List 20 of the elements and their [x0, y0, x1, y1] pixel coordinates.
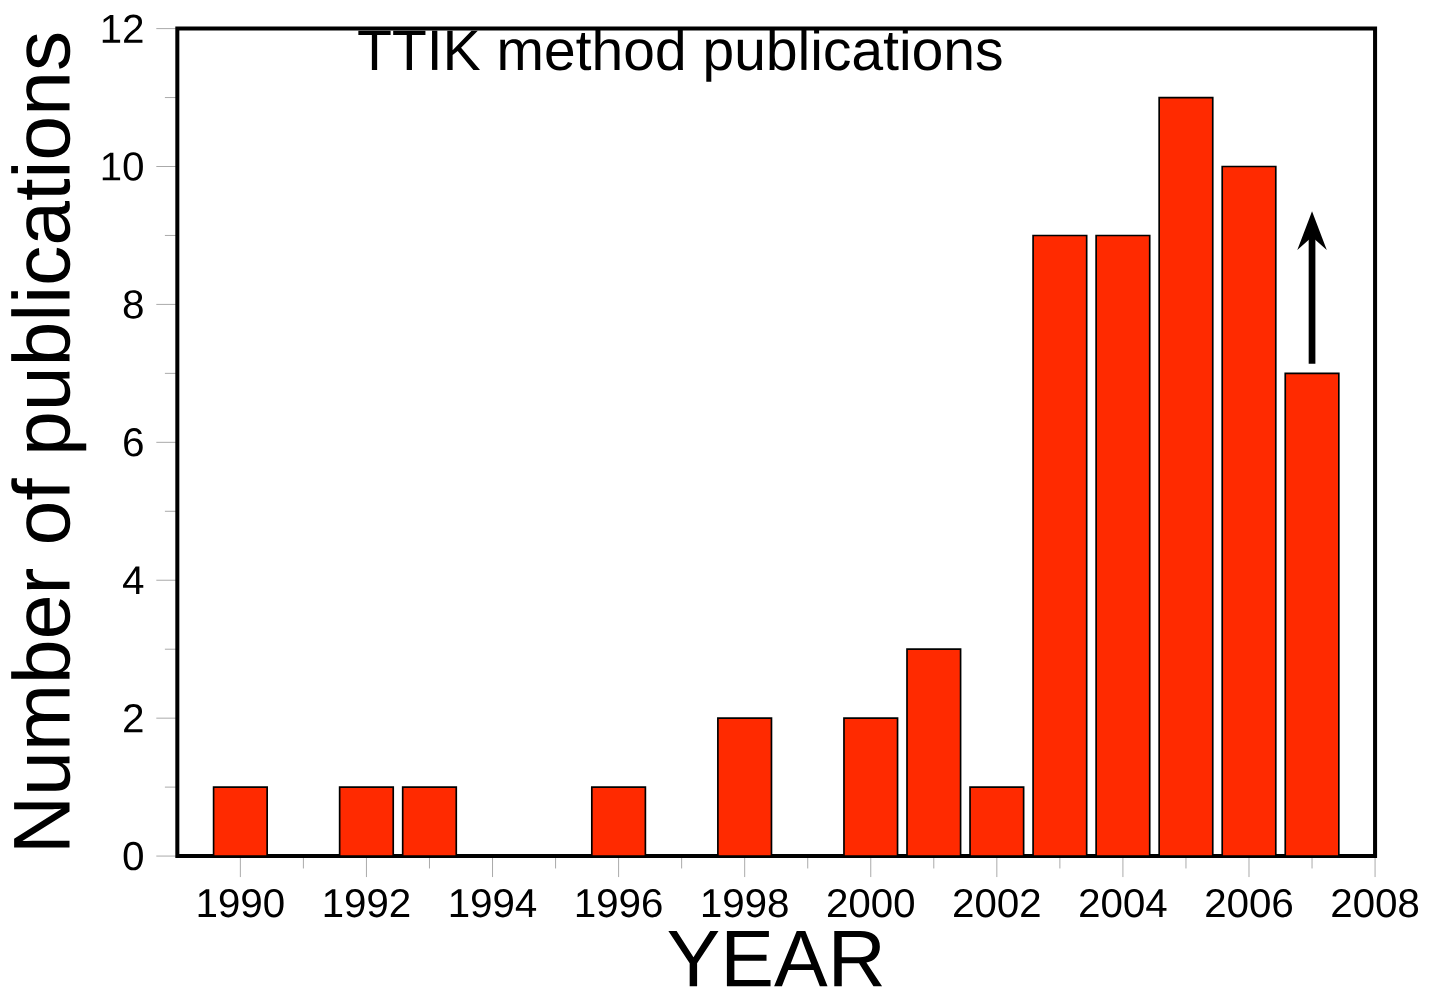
- x-tick-label: 1998: [702, 888, 788, 918]
- x-tick-label: 1990: [198, 888, 284, 918]
- x-tick-label: 1996: [576, 888, 662, 918]
- x-tick-label: 2006: [1206, 888, 1292, 918]
- x-tick-label: 2002: [954, 888, 1040, 918]
- y-tick-label: 10: [102, 152, 143, 181]
- y-tick-label: 8: [123, 289, 143, 319]
- x-tick-label: 2000: [827, 888, 914, 918]
- x-tick-label: 2008: [1332, 888, 1419, 918]
- x-axis-title: YEAR: [668, 930, 883, 987]
- chart-title: TTIK method publications: [358, 28, 1002, 82]
- y-tick-label: 6: [124, 427, 143, 457]
- y-tick-label: 0: [123, 841, 143, 871]
- y-tick-label: 12: [102, 14, 143, 43]
- y-axis-title: Number of publications: [11, 33, 87, 848]
- x-tick-label: 2004: [1080, 888, 1167, 918]
- x-tick-label: 1994: [450, 888, 537, 918]
- x-tick-label: 1992: [324, 888, 410, 918]
- y-tick-label: 2: [124, 703, 143, 732]
- y-tick-label: 4: [123, 566, 144, 594]
